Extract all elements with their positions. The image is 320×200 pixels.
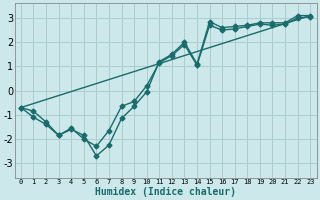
X-axis label: Humidex (Indice chaleur): Humidex (Indice chaleur) <box>95 186 236 197</box>
